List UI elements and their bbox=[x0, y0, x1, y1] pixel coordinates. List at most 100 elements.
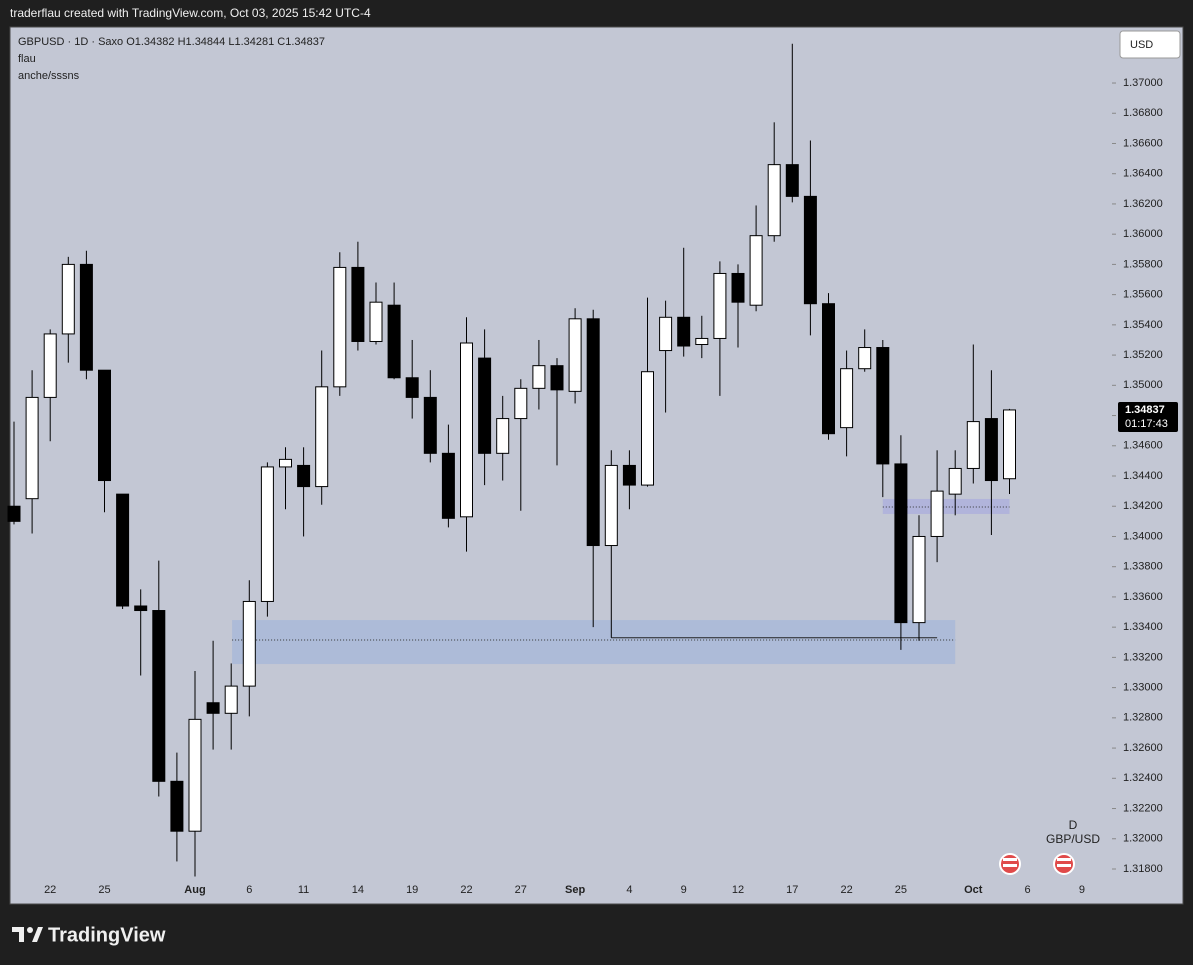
x-tick-label: Oct bbox=[964, 884, 983, 896]
candle-body bbox=[351, 266, 365, 342]
y-tick-label: 1.36200 bbox=[1123, 198, 1163, 210]
x-tick-label: 14 bbox=[352, 884, 364, 896]
y-tick-label: 1.34600 bbox=[1123, 440, 1163, 452]
candle-body bbox=[966, 421, 980, 469]
y-tick-label: 1.35000 bbox=[1123, 379, 1163, 391]
x-tick-label: 22 bbox=[840, 884, 852, 896]
candle-body bbox=[152, 610, 166, 782]
candle-body bbox=[260, 466, 274, 602]
candle-body bbox=[170, 780, 184, 832]
candle-body bbox=[242, 600, 256, 687]
badge-text: D bbox=[1069, 818, 1078, 832]
candle-body bbox=[912, 535, 926, 624]
candle-body bbox=[369, 301, 383, 342]
candle-body bbox=[134, 605, 148, 612]
y-tick-label: 1.35800 bbox=[1123, 258, 1163, 270]
x-tick-label: 12 bbox=[732, 884, 744, 896]
brand-name: TradingView bbox=[48, 924, 166, 946]
y-tick-label: 1.36800 bbox=[1123, 107, 1163, 119]
y-tick-label: 1.36600 bbox=[1123, 137, 1163, 149]
price-tag-label: 1.34837 bbox=[1125, 404, 1165, 416]
candle-body bbox=[496, 418, 510, 454]
x-tick-label: 27 bbox=[515, 884, 527, 896]
candle-body bbox=[43, 333, 57, 398]
y-tick-label: 1.32400 bbox=[1123, 772, 1163, 784]
candle-body bbox=[948, 467, 962, 495]
candle-body bbox=[206, 702, 220, 714]
candle-body bbox=[514, 387, 528, 420]
candle-body bbox=[767, 164, 781, 237]
zone bbox=[882, 498, 1010, 514]
x-tick-label: 6 bbox=[246, 884, 252, 896]
indicator-label: flau bbox=[18, 53, 36, 65]
candle-body bbox=[622, 464, 636, 486]
y-tick-label: 1.34000 bbox=[1123, 530, 1163, 542]
y-tick-label: 1.36400 bbox=[1123, 168, 1163, 180]
y-tick-label: 1.32200 bbox=[1123, 802, 1163, 814]
x-tick-label: 19 bbox=[406, 884, 418, 896]
candle-body bbox=[188, 718, 202, 832]
candle-body bbox=[7, 505, 21, 522]
candle-body bbox=[441, 452, 455, 519]
indicator-label: anche/sssns bbox=[18, 70, 80, 82]
candle-body bbox=[749, 235, 763, 306]
y-tick-label: 1.33400 bbox=[1123, 621, 1163, 633]
x-tick-label: 22 bbox=[460, 884, 472, 896]
candle-body bbox=[550, 365, 564, 391]
candle-body bbox=[659, 316, 673, 352]
candle-body bbox=[387, 304, 401, 379]
flag-icon bbox=[999, 853, 1075, 875]
y-tick-label: 1.33800 bbox=[1123, 561, 1163, 573]
candle-body bbox=[98, 369, 111, 482]
candle-body bbox=[803, 195, 817, 305]
brand-logo bbox=[12, 927, 43, 942]
y-tick-label: 1.33000 bbox=[1123, 682, 1163, 694]
candle-body bbox=[822, 303, 835, 435]
x-tick-label: 11 bbox=[298, 884, 309, 896]
x-tick-label: 17 bbox=[786, 884, 798, 896]
x-tick-label: 9 bbox=[1079, 884, 1085, 896]
candle-body bbox=[586, 318, 600, 547]
candle-body bbox=[478, 357, 492, 454]
y-tick-label: 1.35200 bbox=[1123, 349, 1163, 361]
candle-body bbox=[460, 342, 473, 518]
header: traderflau created with TradingView.com,… bbox=[10, 6, 371, 20]
zone bbox=[232, 620, 956, 665]
y-tick-label: 1.36000 bbox=[1123, 228, 1163, 240]
y-tick-label: 1.32000 bbox=[1123, 833, 1163, 845]
x-tick-label: 4 bbox=[626, 884, 632, 896]
candle-body bbox=[405, 377, 419, 398]
candle-body bbox=[876, 347, 890, 465]
candle-body bbox=[858, 347, 872, 370]
candle-body bbox=[25, 396, 39, 500]
plot: 1.37000 1.36800 1.36600 1.36400 1.36200 1.360… bbox=[7, 43, 1178, 896]
candle-body bbox=[604, 464, 618, 547]
candle-body bbox=[279, 458, 292, 468]
y-tick-label: 1.33600 bbox=[1123, 591, 1163, 603]
candle-body bbox=[315, 386, 329, 488]
candle-body bbox=[116, 493, 130, 607]
candle-body bbox=[79, 263, 93, 371]
y-tick-label: 1.37000 bbox=[1123, 77, 1163, 89]
x-tick-label: 22 bbox=[44, 884, 56, 896]
candle-body bbox=[713, 272, 727, 339]
y-tick-label: 1.35400 bbox=[1123, 319, 1163, 331]
currency-label[interactable]: USD bbox=[1130, 39, 1153, 51]
y-tick-label: 1.32800 bbox=[1123, 712, 1163, 724]
candle-body bbox=[894, 463, 908, 624]
y-tick-label: 1.35600 bbox=[1123, 289, 1163, 301]
candle-body bbox=[568, 318, 582, 392]
price-tag bbox=[1118, 401, 1178, 432]
x-tick-label: Aug bbox=[184, 884, 205, 896]
badge-text: GBP/USD bbox=[1046, 832, 1100, 846]
currency-button[interactable] bbox=[1119, 30, 1181, 59]
candle-body bbox=[731, 272, 745, 303]
x-tick-label: 25 bbox=[895, 884, 907, 896]
candle-body bbox=[1003, 409, 1016, 480]
candle-body bbox=[930, 490, 944, 537]
candle-body bbox=[785, 164, 799, 197]
y-tick-label: 1.32600 bbox=[1123, 742, 1163, 754]
candle-body bbox=[840, 368, 854, 429]
